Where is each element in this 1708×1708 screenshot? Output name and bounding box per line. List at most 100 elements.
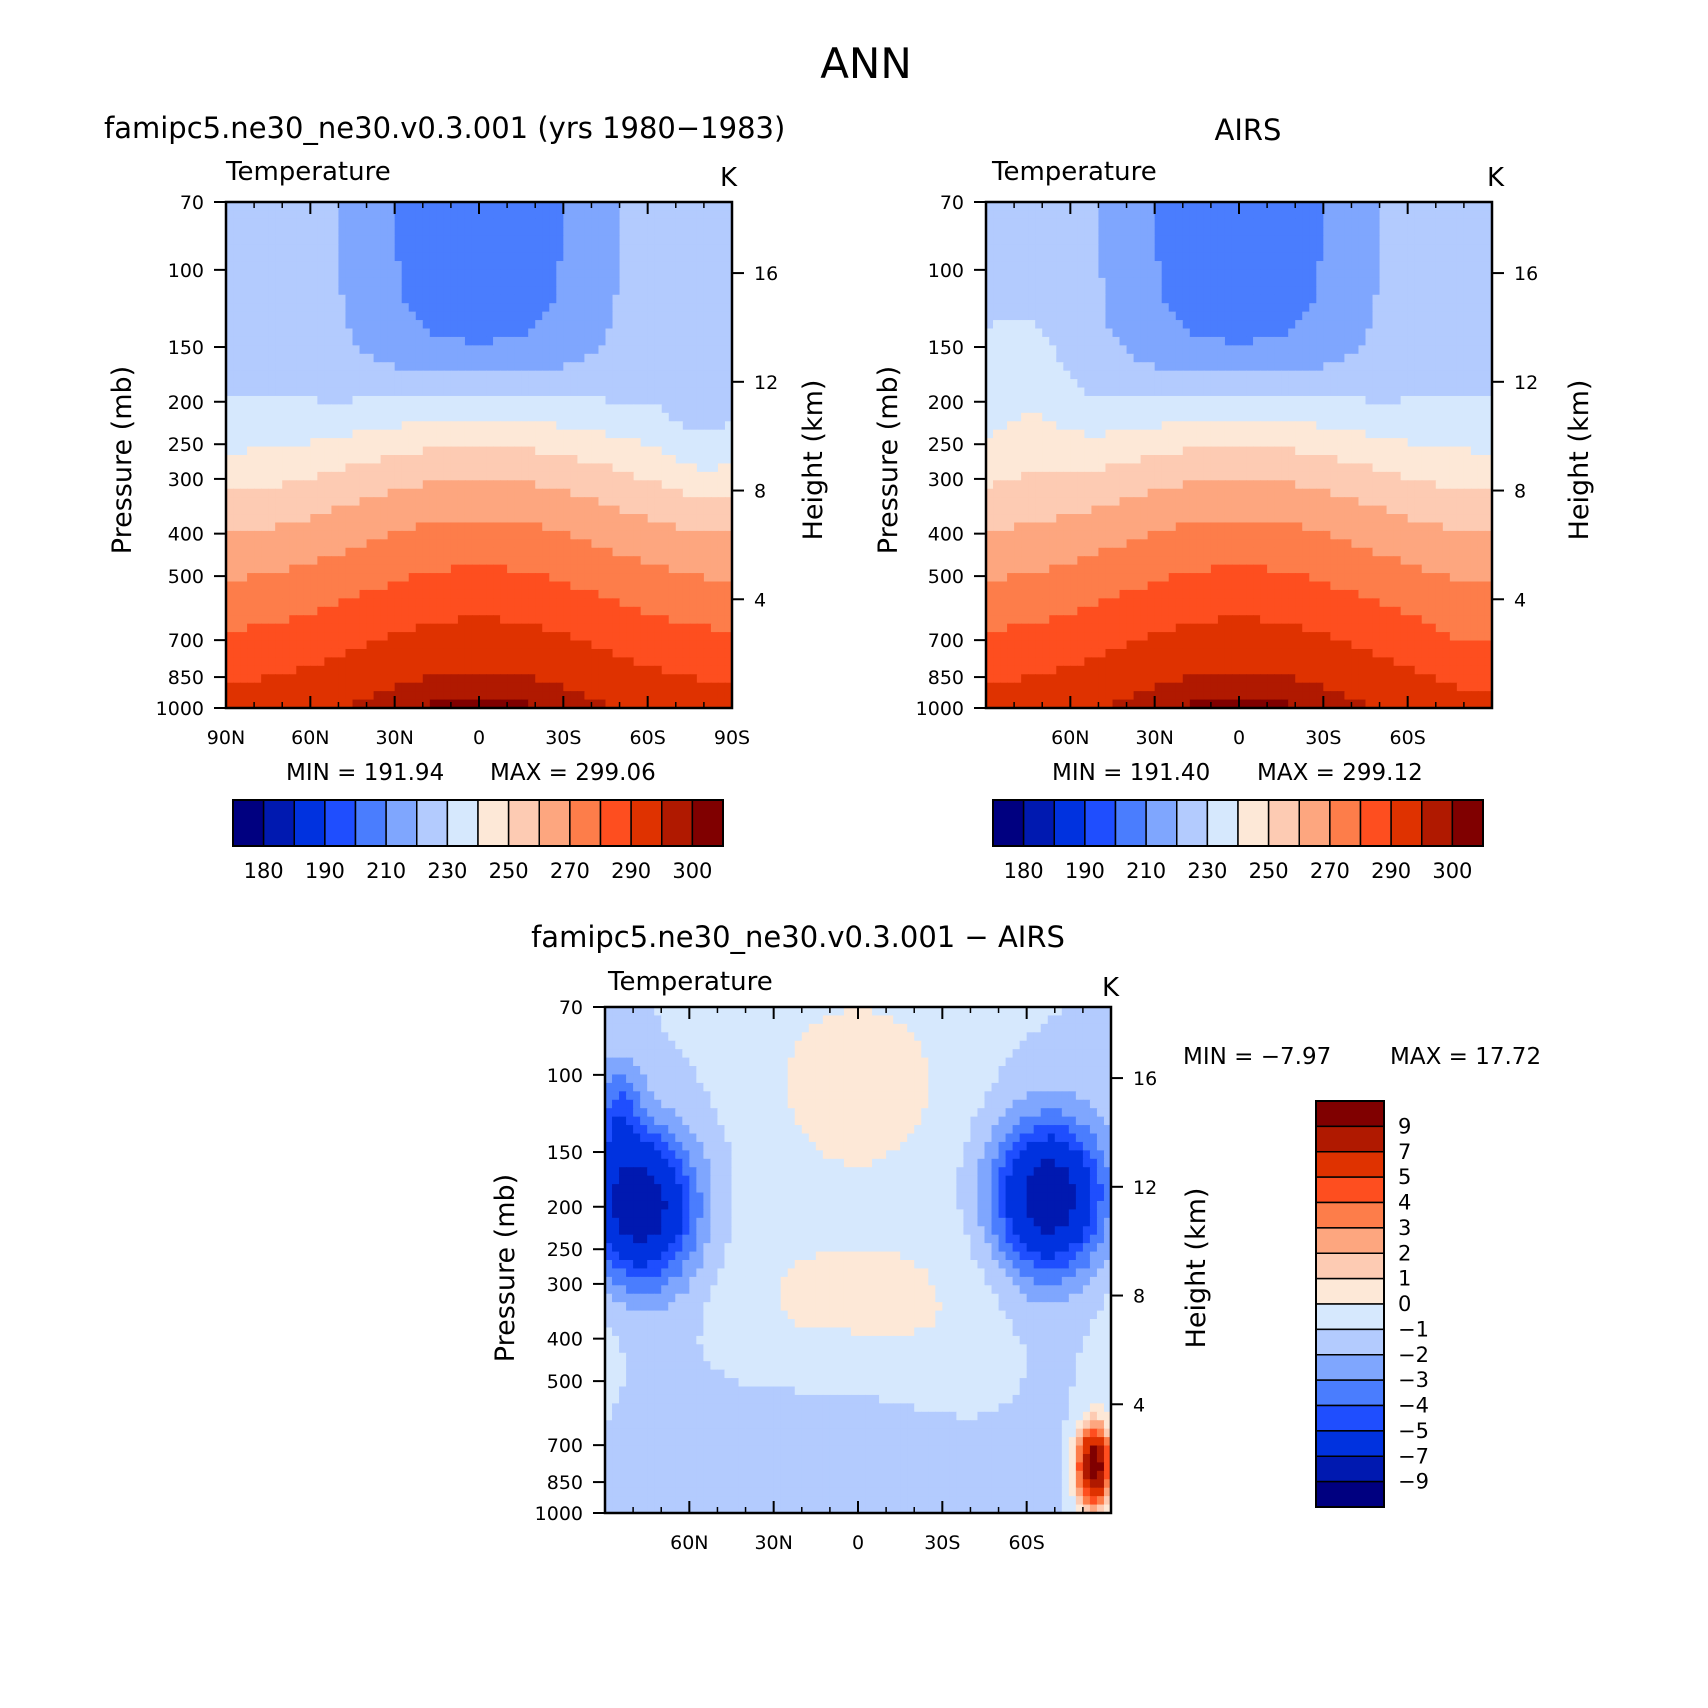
field-cell bbox=[282, 412, 290, 422]
field-cell bbox=[500, 589, 508, 599]
field-cell bbox=[500, 522, 508, 532]
field-cell bbox=[471, 480, 480, 490]
field-cell bbox=[345, 218, 354, 228]
field-cell bbox=[563, 615, 571, 625]
field-cell bbox=[331, 303, 340, 313]
field-cell bbox=[647, 269, 656, 279]
field-cell bbox=[668, 522, 677, 532]
field-cell bbox=[338, 505, 347, 515]
field-cell bbox=[450, 455, 459, 465]
field-cell bbox=[443, 261, 452, 271]
y-tick-label: 850 bbox=[168, 667, 204, 689]
field-cell bbox=[254, 530, 262, 540]
field-cell bbox=[689, 244, 698, 254]
field-cell bbox=[401, 564, 410, 574]
field-cell bbox=[345, 261, 354, 271]
field-cell bbox=[240, 471, 248, 481]
field-cell bbox=[450, 227, 459, 237]
field-cell bbox=[542, 480, 550, 490]
field-cell bbox=[254, 699, 262, 709]
field-cell bbox=[289, 387, 297, 397]
field-cell bbox=[612, 657, 621, 667]
field-cell bbox=[535, 530, 543, 540]
field-cell bbox=[570, 421, 578, 431]
field-cell bbox=[1323, 235, 1331, 245]
field-cell bbox=[619, 556, 628, 566]
field-cell bbox=[1140, 218, 1149, 228]
field-cell bbox=[689, 438, 698, 448]
field-cell bbox=[324, 244, 333, 254]
field-cell bbox=[633, 446, 642, 456]
field-cell bbox=[1253, 252, 1261, 262]
field-cell bbox=[1309, 210, 1317, 220]
field-cell bbox=[450, 379, 459, 389]
field-cell bbox=[640, 261, 649, 271]
field-cell bbox=[577, 480, 586, 490]
field-cell bbox=[598, 463, 607, 473]
field-cell bbox=[556, 269, 564, 279]
field-cell bbox=[1281, 202, 1289, 212]
field-cell bbox=[528, 623, 536, 633]
colorbar-box bbox=[477, 799, 510, 847]
field-cell bbox=[661, 404, 670, 414]
field-cell bbox=[710, 379, 719, 389]
field-cell bbox=[282, 640, 290, 650]
field-cell bbox=[303, 303, 311, 313]
field-cell bbox=[296, 691, 304, 701]
field-cell bbox=[1456, 235, 1465, 245]
field-cell bbox=[352, 497, 361, 507]
field-cell bbox=[352, 387, 361, 397]
field-cell bbox=[986, 244, 994, 254]
field-cell bbox=[303, 522, 311, 532]
field-cell bbox=[457, 311, 466, 321]
field-cell bbox=[493, 573, 501, 583]
field-cell bbox=[387, 497, 396, 507]
field-cell bbox=[289, 379, 297, 389]
field-cell bbox=[668, 421, 677, 431]
field-cell bbox=[1168, 227, 1177, 237]
field-cell bbox=[626, 522, 635, 532]
field-cell bbox=[703, 657, 712, 667]
field-cell bbox=[1217, 210, 1226, 220]
field-cell bbox=[254, 336, 262, 346]
field-cell bbox=[359, 539, 368, 549]
field-cell bbox=[528, 514, 536, 524]
field-cell bbox=[338, 429, 347, 439]
field-cell bbox=[303, 699, 311, 709]
field-cell bbox=[514, 615, 522, 625]
field-cell bbox=[549, 632, 557, 642]
field-cell bbox=[710, 455, 719, 465]
field-cell bbox=[514, 362, 522, 372]
field-cell bbox=[450, 387, 459, 397]
field-cell bbox=[1007, 210, 1015, 220]
field-cell bbox=[528, 665, 536, 675]
field-cell bbox=[324, 573, 333, 583]
field-cell bbox=[338, 581, 347, 591]
field-cell bbox=[528, 227, 536, 237]
field-cell bbox=[612, 311, 621, 321]
field-cell bbox=[317, 480, 325, 490]
field-cell bbox=[1224, 227, 1233, 237]
field-cell bbox=[324, 404, 333, 414]
field-cell bbox=[675, 320, 684, 330]
field-cell bbox=[317, 514, 325, 524]
field-cell bbox=[661, 522, 670, 532]
field-cell bbox=[598, 395, 607, 405]
field-cell bbox=[1189, 218, 1198, 228]
field-cell bbox=[640, 589, 649, 599]
field-cell bbox=[703, 682, 712, 692]
field-cell bbox=[584, 235, 593, 245]
field-cell bbox=[338, 362, 347, 372]
field-cell bbox=[570, 286, 578, 296]
field-cell bbox=[577, 488, 586, 498]
field-cell bbox=[1154, 244, 1163, 254]
field-cell bbox=[296, 412, 304, 422]
field-cell bbox=[443, 353, 452, 363]
field-cell bbox=[247, 648, 255, 658]
field-cell bbox=[401, 657, 410, 667]
field-cell bbox=[717, 311, 726, 321]
field-cell bbox=[226, 227, 234, 237]
field-cell bbox=[570, 530, 578, 540]
field-cell bbox=[422, 539, 431, 549]
field-cell bbox=[247, 353, 255, 363]
